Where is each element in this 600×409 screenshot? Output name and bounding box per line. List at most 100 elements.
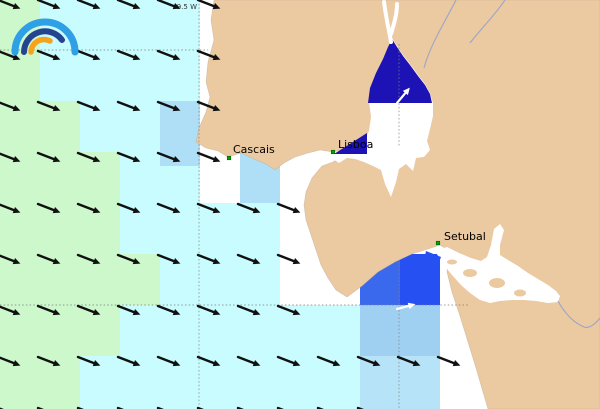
city-label-cascais: Cascais (233, 143, 275, 156)
wind-arrow-shaft (0, 49, 16, 59)
grid-cell (40, 101, 80, 152)
grid-cell (80, 356, 120, 409)
wind-arrow-shaft (76, 100, 96, 110)
wind-arrow-shaft (116, 253, 136, 263)
wind-arrow-head (172, 3, 181, 10)
wind-arrow (116, 253, 141, 265)
wind-arrow-shaft (156, 151, 176, 161)
wind-arrow-shaft (196, 100, 216, 110)
wind-arrow-head (172, 54, 181, 61)
wind-arrow (36, 253, 61, 265)
wind-arrow (36, 0, 61, 10)
grid-cell (160, 50, 200, 101)
wind-arrow (236, 355, 261, 367)
grid-cell (80, 254, 120, 305)
wind-arrow-head (452, 360, 461, 367)
wind-arrow-shaft (76, 0, 96, 8)
wind-arrow (36, 355, 61, 367)
wind-arrow-shaft (36, 0, 56, 8)
wind-arrow (76, 202, 101, 214)
wind-arrow-shaft (116, 355, 136, 365)
sado-estuary-water (435, 224, 560, 303)
wind-arrow-shaft (156, 202, 176, 212)
wind-arrow (156, 253, 181, 265)
wind-arrow-head (292, 258, 301, 265)
wind-arrow (36, 202, 61, 214)
wind-arrow-shaft (156, 49, 176, 59)
wind-arrow (0, 49, 21, 61)
grid-cell (40, 152, 80, 203)
grid-cell (400, 356, 440, 409)
wind-arrow-head (212, 105, 221, 112)
city-marker-cascais (226, 155, 232, 161)
grid-cell (240, 305, 280, 356)
wind-arrow-head (52, 156, 61, 163)
wind-arrow-shaft (196, 151, 216, 161)
wind-arrow (196, 355, 221, 367)
grid-cell (360, 356, 400, 409)
grid-cell (160, 101, 200, 152)
grid-cell (0, 152, 40, 203)
wind-arrow-shaft (316, 355, 336, 365)
wind-arrow (436, 355, 461, 367)
estuary-island (463, 269, 477, 277)
wind-arrow-head (332, 360, 341, 367)
river-channel (382, 0, 393, 44)
sado-channel-data-patch (424, 251, 441, 268)
wind-arrow-head (172, 309, 181, 316)
wind-arrow (116, 202, 141, 214)
grid-cell (0, 101, 40, 152)
wind-arrow-head (132, 54, 141, 61)
wind-arrow-head (252, 258, 261, 265)
wind-arrow-head (12, 309, 21, 316)
wind-arrow-shaft (0, 151, 16, 161)
wind-arrow-head (402, 87, 410, 96)
wind-arrow-shaft (276, 202, 296, 212)
wind-arrows-layer (0, 0, 461, 409)
grid-cell (80, 50, 120, 101)
wind-arrow-head (212, 258, 221, 265)
wind-arrow-head (92, 360, 101, 367)
wind-arrow-shaft (156, 0, 176, 8)
grid-cell (120, 50, 160, 101)
wind-arrow-shaft (196, 304, 216, 314)
wind-arrow-head (252, 207, 261, 214)
wind-arrow-shaft (116, 0, 136, 8)
wind-arrow (0, 253, 21, 265)
wind-arrow-shaft (395, 304, 410, 311)
grid-cell (120, 254, 160, 305)
wind-arrow (76, 49, 101, 61)
grid-cell (40, 254, 80, 305)
grid-cell (200, 356, 240, 409)
wind-arrow-head (212, 207, 221, 214)
city-marker-setubal (435, 240, 441, 246)
wind-arrow (196, 151, 221, 163)
grid-cell (400, 305, 440, 356)
wind-arrow-head (292, 207, 301, 214)
estuary-island (514, 289, 526, 297)
wind-arrow-shaft (0, 304, 16, 314)
city-marker-lisboa (330, 149, 336, 155)
wind-arrow (276, 355, 301, 367)
wind-arrow (116, 49, 141, 61)
wind-arrow-head (172, 207, 181, 214)
wind-arrow (0, 151, 21, 163)
wind-arrow (36, 100, 61, 112)
wind-arrow (156, 0, 181, 10)
wind-arrow-shaft (156, 100, 176, 110)
wind-arrow-head (252, 309, 261, 316)
wind-arrow-shaft (116, 202, 136, 212)
wind-arrow (196, 0, 221, 10)
grid-cell (160, 305, 200, 356)
wind-arrow-shaft (76, 151, 96, 161)
wind-arrow (156, 355, 181, 367)
grid-cell (0, 305, 40, 356)
wind-arrow-shaft (236, 253, 256, 263)
wind-arrow-head (212, 156, 221, 163)
wind-arrow-shaft (116, 100, 136, 110)
grid-cell (40, 203, 80, 254)
wind-arrow (116, 151, 141, 163)
lisboa-navy-data-patch (334, 133, 367, 154)
wind-arrow (76, 0, 101, 10)
grid-cell (200, 305, 240, 356)
